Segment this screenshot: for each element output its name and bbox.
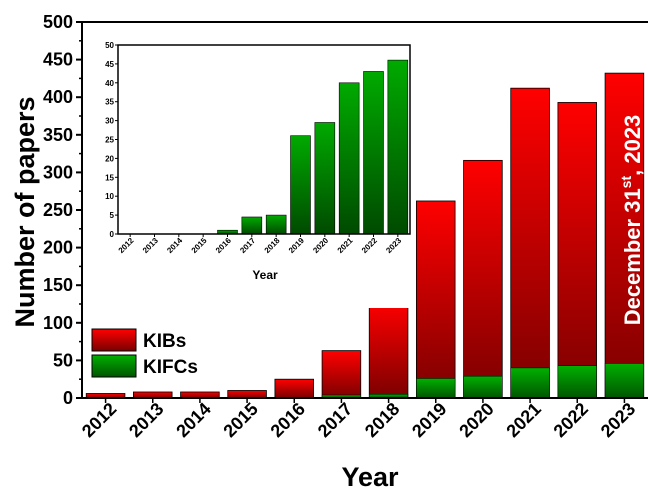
inset-y-tick-label: 5 xyxy=(110,211,115,220)
main-bars xyxy=(85,72,645,399)
main-x-tick-label: 2013 xyxy=(125,399,167,441)
main-y-tick-label: 100 xyxy=(43,313,73,333)
main-x-tick-label: 2016 xyxy=(267,399,309,441)
inset-y-tick-label: 30 xyxy=(105,117,114,126)
bar-kibs-2020 xyxy=(463,159,503,399)
bar-kifcs-2019 xyxy=(416,378,456,399)
main-y-tick-label: 150 xyxy=(43,275,73,295)
main-x-tick-label: 2018 xyxy=(361,399,403,441)
main-y-tick-label: 50 xyxy=(53,350,73,370)
inset-bar-kifcs-2021 xyxy=(338,82,360,235)
inset-y-tick-label: 50 xyxy=(105,41,114,50)
inset-y-tick-label: 0 xyxy=(110,230,115,239)
bar-kibs-2023 xyxy=(604,72,645,399)
main-x-tick-label: 2015 xyxy=(219,399,261,441)
main-x-tick-label: 2023 xyxy=(597,399,639,441)
main-y-tick-label: 250 xyxy=(43,200,73,220)
inset-bars xyxy=(217,59,409,235)
legend-swatch-kibs xyxy=(91,328,137,352)
inset-y-ticks: 0 5 10 15 20 25 30 35 40 45 50 xyxy=(105,41,118,239)
date-annotation: December 31st, 2023 xyxy=(618,115,645,326)
inset-y-tick-label: 20 xyxy=(105,154,114,163)
inset-background xyxy=(103,40,414,308)
inset-y-tick-label: 35 xyxy=(105,98,114,107)
main-y-tick-label: 300 xyxy=(43,162,73,182)
legend-label-kifcs: KIFCs xyxy=(143,357,198,378)
legend: KIBs KIFCs xyxy=(91,328,198,378)
main-x-tick-label: 2019 xyxy=(408,399,450,441)
legend-label-kibs: KIBs xyxy=(143,331,186,352)
legend-swatch-kifcs xyxy=(91,354,137,378)
inset-y-tick-label: 15 xyxy=(105,173,114,182)
main-y-tick-label: 0 xyxy=(63,388,73,408)
bar-kibs-2015 xyxy=(227,390,267,399)
annotation-superscript: st xyxy=(618,176,634,189)
main-x-tick-label: 2014 xyxy=(172,399,214,441)
main-y-tick-label: 200 xyxy=(43,238,73,258)
main-y-tick-label: 450 xyxy=(43,50,73,70)
bar-kibs-2016 xyxy=(274,378,314,399)
bar-kifcs-2020 xyxy=(463,375,503,399)
bar-kibs-2019 xyxy=(416,200,456,399)
main-y-ticks: 0 50 100 150 200 250 300 350 400 450 500 xyxy=(43,12,82,408)
main-y-tick-label: 400 xyxy=(43,87,73,107)
inset-y-tick-label: 40 xyxy=(105,79,114,88)
annotation-main: December 31 xyxy=(620,188,645,325)
inset-x-axis-title: Year xyxy=(252,268,278,282)
annotation-suffix: , 2023 xyxy=(620,115,645,176)
main-x-axis-title: Year xyxy=(341,462,399,492)
inset-y-tick-label: 45 xyxy=(105,60,114,69)
inset-bar-kifcs-2022 xyxy=(363,71,384,235)
main-y-tick-label: 500 xyxy=(43,12,73,32)
bar-kifcs-2022 xyxy=(557,365,597,399)
bar-kibs-2022 xyxy=(557,102,597,399)
main-x-tick-label: 2012 xyxy=(78,399,120,441)
main-x-tick-label: 2022 xyxy=(550,399,592,441)
inset-bar-kifcs-2023 xyxy=(387,59,409,235)
bar-kibs-2017 xyxy=(321,350,362,399)
main-y-axis-title: Number of papers xyxy=(10,96,40,327)
main-x-ticks: 2012 2013 2014 2015 2016 2017 2018 2019 2020 2021… xyxy=(78,398,639,441)
inset-bar-kifcs-2020 xyxy=(314,122,336,235)
inset-y-tick-label: 25 xyxy=(105,136,114,145)
inset-bar-kifcs-2017 xyxy=(241,216,263,235)
main-x-tick-label: 2021 xyxy=(502,399,544,441)
inset-bar-kifcs-2018 xyxy=(265,214,287,235)
main-x-tick-label: 2020 xyxy=(455,399,497,441)
main-x-tick-label: 2017 xyxy=(314,399,356,441)
bar-kifcs-2023 xyxy=(604,363,645,399)
bar-kifcs-2021 xyxy=(510,367,550,399)
inset-y-tick-label: 10 xyxy=(105,192,114,201)
main-y-tick-label: 350 xyxy=(43,125,73,145)
bar-kibs-2018 xyxy=(368,301,409,399)
inset-bar-kifcs-2019 xyxy=(290,135,311,235)
bar-kibs-2021 xyxy=(510,87,550,399)
